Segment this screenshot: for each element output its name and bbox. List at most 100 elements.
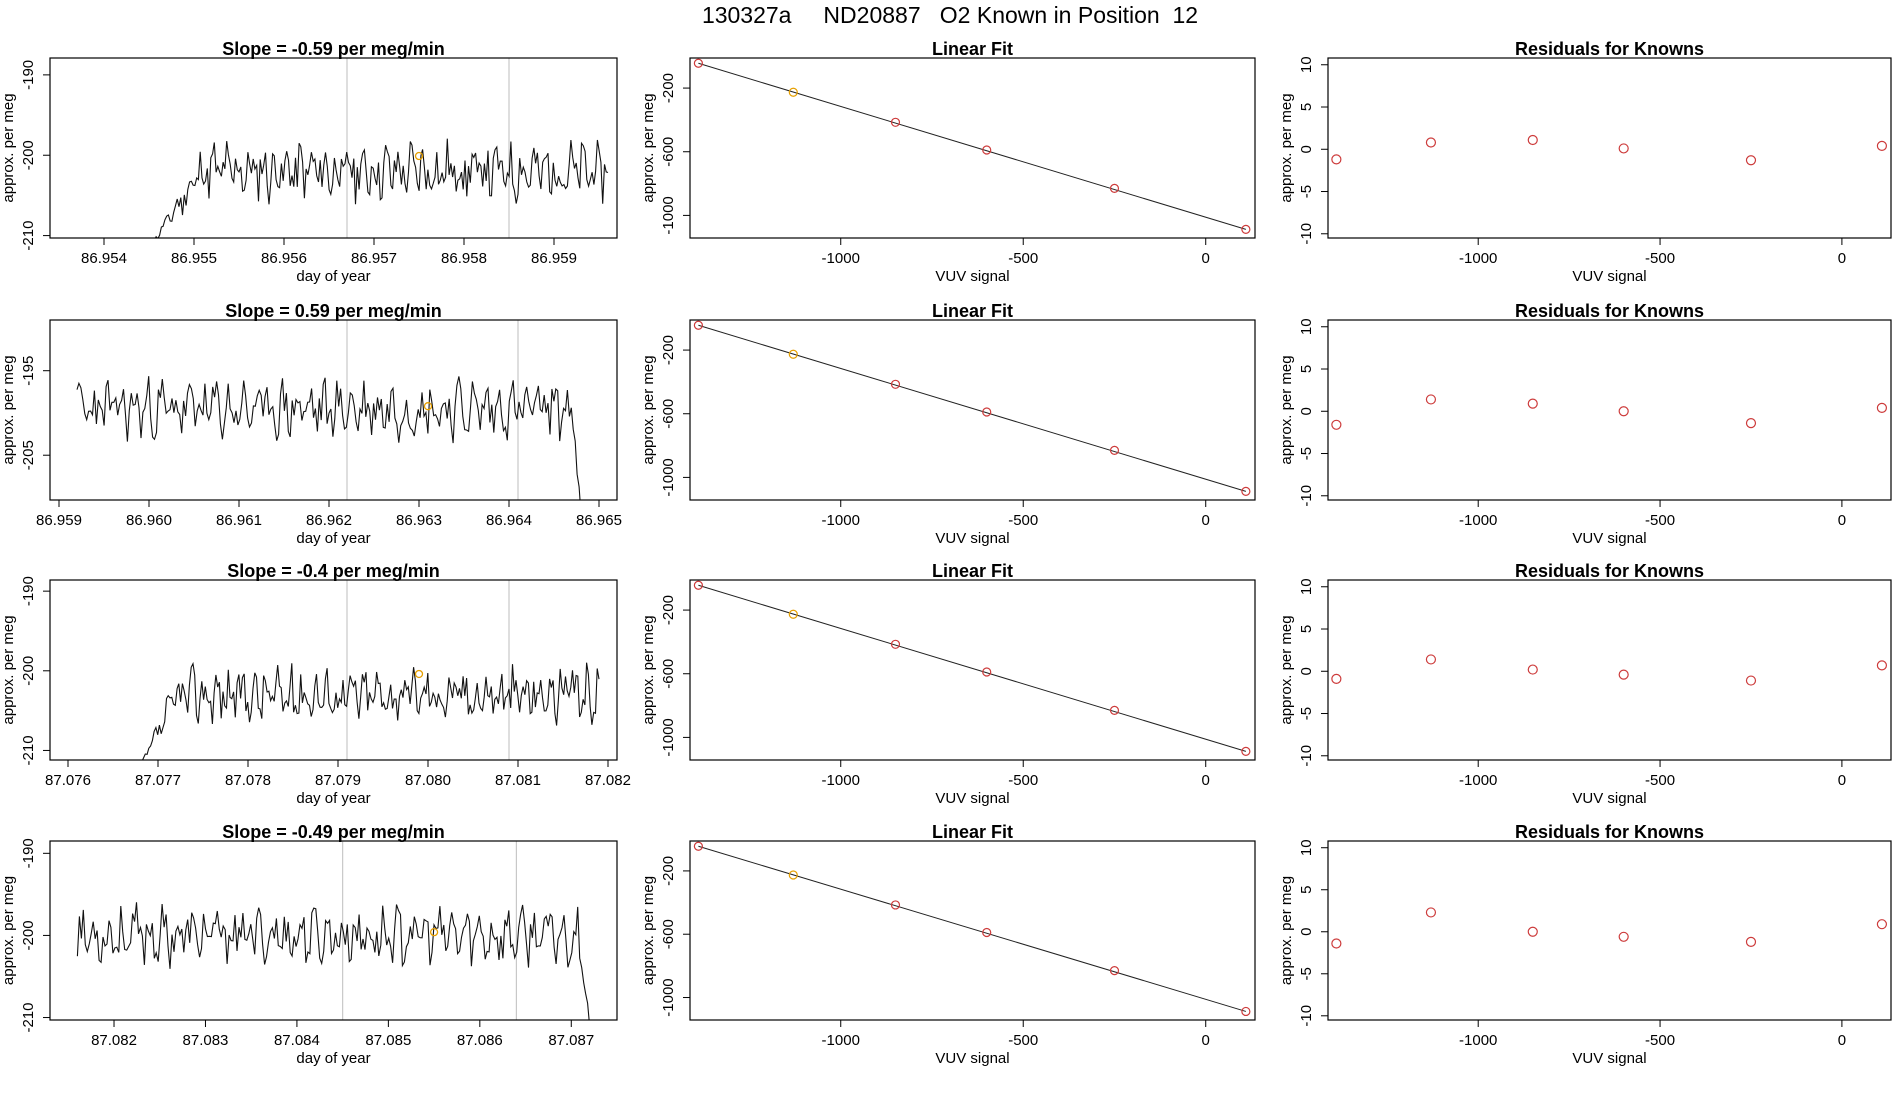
y-axis-label: approx. per meg [640,93,657,202]
highlight-point [423,402,433,411]
data-point [1109,966,1120,976]
data-point [982,145,992,155]
data-point [890,379,901,389]
time-series-panel-2: Slope = 0.59 per meg/min 86.959 86.960 86.9… [0,301,622,547]
data-point [788,87,798,97]
data-point [693,58,703,68]
plot-frame [49,57,618,239]
y-tick-label: -200 [660,856,677,886]
y-tick-label: 0 [1298,667,1315,675]
plot-area [1331,394,1888,430]
data-point [890,117,901,127]
x-axis-label: VUV signal [1572,268,1646,285]
residual-point [1876,402,1888,413]
x-tick-label: 86.959 [531,250,577,267]
x-tick-label: -1000 [822,772,860,789]
x-tick-label: 0 [1202,250,1210,267]
residual-point [1425,654,1437,665]
plot-frame [1327,840,1892,1021]
time-series-panel-4: Slope = -0.49 per meg/min 87.082 87.083 87.… [0,822,618,1067]
linear-fit-panel-3: Linear Fit -1000 -500 0 -1000 -600 -200 VUV sig… [640,561,1256,807]
y-tick-label: -210 [20,735,37,765]
y-tick-label: -10 [1298,223,1315,245]
x-axis-label: VUV signal [935,268,1009,285]
x-tick-label: 86.965 [576,512,622,529]
y-tick-label: 5 [1298,625,1315,633]
fit-line [698,845,1247,1012]
y-tick-label: -200 [660,73,677,103]
y-axis-label: approx. per meg [1278,355,1295,464]
y-tick-label: 0 [1298,145,1315,153]
plot-frame [689,57,1256,239]
x-axis-label: VUV signal [1572,790,1646,807]
data-point [890,900,901,910]
x-tick-label: 0 [1838,772,1846,789]
x-axis-label: day of year [296,268,370,285]
x-tick-label: 87.084 [274,1032,320,1049]
y-axis-label: approx. per meg [0,615,17,724]
y-tick-label: 10 [1298,839,1315,856]
y-tick-label: -1000 [660,458,677,496]
fit-line [698,584,1247,752]
y-tick-label: -10 [1298,745,1315,767]
linear-fit-panel-2: Linear Fit -1000 -500 0 -1000 -600 -200 VUV sig… [640,301,1256,547]
y-axis-label: approx. per meg [640,615,657,724]
x-tick-label: 87.079 [315,772,361,789]
x-tick-label: 87.082 [91,1032,137,1049]
x-tick-label: -1000 [1459,1032,1497,1049]
residual-point [1618,143,1629,154]
residual-point [1527,134,1538,146]
x-tick-label: 0 [1838,512,1846,529]
x-axis-label: day of year [296,790,370,807]
series-line [142,661,600,760]
y-axis-label: approx. per meg [1278,93,1295,202]
x-tick-label: -500 [1645,512,1675,529]
y-tick-label: -600 [660,659,677,689]
y-tick-label: 0 [1298,407,1315,415]
x-tick-label: 87.085 [365,1032,411,1049]
data-point [788,870,798,880]
y-tick-label: -10 [1298,485,1315,507]
plot-frame [49,579,618,761]
panel-title: Linear Fit [932,822,1013,842]
data-point [693,320,703,330]
data-point [693,580,703,590]
y-tick-label: -600 [660,919,677,949]
residual-point [1745,936,1757,947]
x-tick-label: 86.956 [261,250,307,267]
panel-title: Slope = -0.4 per meg/min [227,561,440,581]
plot-area [693,58,1251,235]
x-tick-label: -1000 [1459,250,1497,267]
residual-point [1618,669,1629,680]
plot-frame [1327,319,1892,501]
data-point [1109,445,1120,455]
plot-area [76,841,590,1020]
residual-point [1425,394,1437,405]
y-tick-label: -10 [1298,1005,1315,1027]
y-tick-label: 10 [1298,578,1315,595]
x-tick-label: 87.082 [585,772,631,789]
panel-title: Residuals for Knowns [1515,561,1704,581]
y-tick-label: -190 [20,60,37,90]
data-point [788,609,798,619]
plot-frame [1327,579,1892,761]
residual-point [1425,137,1437,148]
residual-point [1527,664,1538,675]
y-tick-label: 5 [1298,103,1315,111]
x-tick-label: 86.954 [81,250,127,267]
x-tick-label: -500 [1645,1032,1675,1049]
data-point [788,349,798,359]
y-tick-label: -1000 [660,718,677,756]
panel-title: Linear Fit [932,39,1013,59]
y-tick-label: 5 [1298,886,1315,894]
x-axis-label: VUV signal [935,530,1009,547]
residual-point [1876,919,1888,930]
plot-area [693,320,1251,497]
panel-title: Linear Fit [932,301,1013,321]
x-tick-label: 87.087 [548,1032,594,1049]
residual-point [1618,931,1629,942]
x-axis-label: VUV signal [935,1050,1009,1067]
plot-frame [1327,57,1892,239]
panel-title: Residuals for Knowns [1515,39,1704,59]
residuals-panel-4: Residuals for Knowns -1000 -500 0 -10 -5 0 5 10 V… [1278,822,1892,1067]
